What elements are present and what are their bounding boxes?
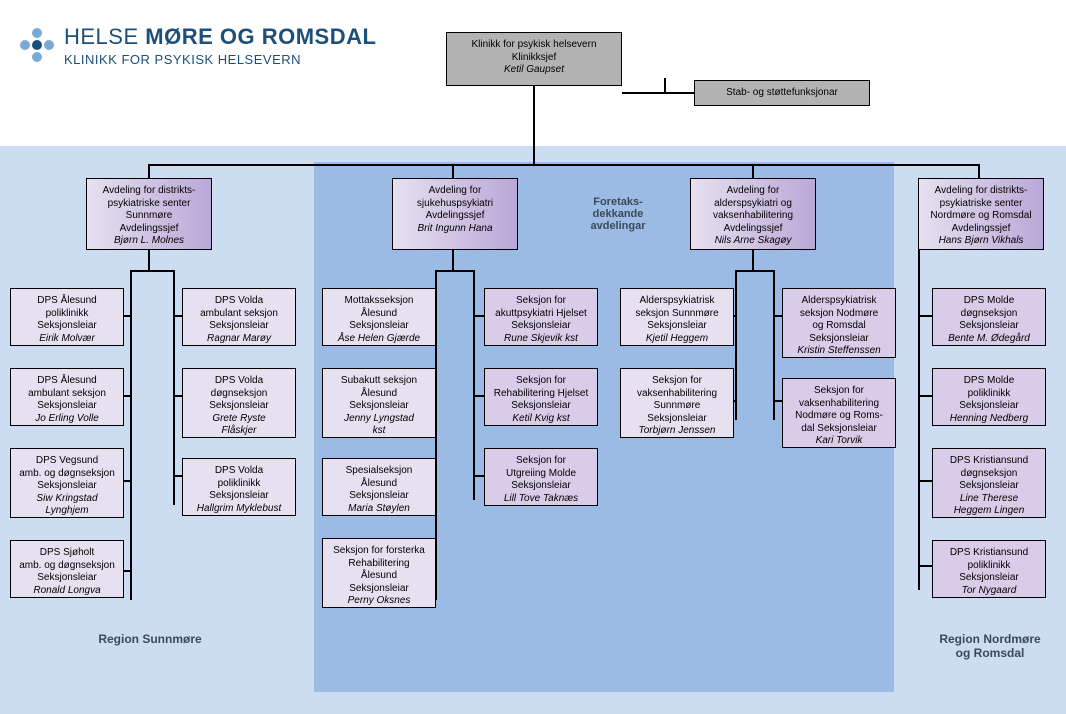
connector xyxy=(148,164,980,166)
d-sjuk-l4: Brit Ingunn Hana xyxy=(397,223,513,236)
connector xyxy=(978,164,980,178)
connector xyxy=(130,270,132,600)
connector xyxy=(918,250,920,590)
node-nord-c: DPS Kristiansund døgnseksjon Seksjonslei… xyxy=(932,448,1046,518)
d-ald-l5: Nils Arne Skagøy xyxy=(695,235,811,248)
connector xyxy=(920,315,932,317)
connector xyxy=(533,86,535,164)
node-ald-lb: Seksjon for vaksenhabilitering Sunnmøre … xyxy=(620,368,734,438)
node-sjuk-rc: Seksjon for Utgreiing Molde Seksjonsleia… xyxy=(484,448,598,506)
dept-nordmore: Avdeling for distrikts- psykiatriske sen… xyxy=(918,178,1044,250)
node-sjuk-lb: Subakutt seksjon Ålesund Seksjonsleiar J… xyxy=(322,368,436,438)
d-sunn-l3: Sunnmøre xyxy=(91,210,207,223)
node-ald-ra: Alderspsykiatrisk seksjon Nodmøre og Rom… xyxy=(782,288,896,358)
d-nord-l1: Avdeling for distrikts- xyxy=(923,185,1039,198)
logo-mark xyxy=(20,28,54,62)
connector xyxy=(173,270,175,505)
node-sunn-ld: DPS Sjøholt amb. og døgnseksjon Seksjons… xyxy=(10,540,124,598)
node-sunn-lc: DPS Vegsund amb. og døgnseksjon Seksjons… xyxy=(10,448,124,518)
d-ald-l4: Avdelingssjef xyxy=(695,223,811,236)
center-label: Foretaks- dekkande avdelingar xyxy=(558,196,678,232)
node-sjuk-ra: Seksjon for akuttpsykiatri Hjelset Seksj… xyxy=(484,288,598,346)
connector xyxy=(920,565,932,567)
d-sjuk-l1: Avdeling for xyxy=(397,185,513,198)
connector xyxy=(148,250,150,270)
node-sjuk-ld: Seksjon for forsterka Rehabilitering Åle… xyxy=(322,538,436,608)
d-sjuk-l2: sjukehuspsykiatri xyxy=(397,198,513,211)
klinikk-l3: Ketil Gaupset xyxy=(451,64,617,77)
node-ald-rb: Seksjon for vaksenhabilitering Nodmøre o… xyxy=(782,378,896,448)
brand-line1a: HELSE xyxy=(64,24,145,49)
connector xyxy=(148,164,150,178)
d-nord-l4: Avdelingssjef xyxy=(923,223,1039,236)
connector xyxy=(920,480,932,482)
brand-line2: KLINIKK FOR PSYKISK HELSEVERN xyxy=(64,52,376,67)
d-nord-l2: psykiatriske senter xyxy=(923,198,1039,211)
cl3: avdelingar xyxy=(558,220,678,232)
logo-text: HELSE MØRE OG ROMSDAL KLINIKK FOR PSYKIS… xyxy=(64,24,376,67)
connector xyxy=(452,250,454,270)
node-sunn-la: DPS Ålesund poliklinikk Seksjonsleiar Ei… xyxy=(10,288,124,346)
d-sjuk-l3: Avdelingssjef xyxy=(397,210,513,223)
dept-sunnmore: Avdeling for distrikts- psykiatriske sen… xyxy=(86,178,212,250)
connector xyxy=(473,270,475,500)
region-left-label: Region Sunnmøre xyxy=(60,632,240,646)
node-sjuk-lc: Spesialseksjon Ålesund Seksjonsleiar Mar… xyxy=(322,458,436,516)
connector xyxy=(435,270,475,272)
cl1: Foretaks- xyxy=(558,196,678,208)
node-sunn-ra: DPS Volda ambulant seksjon Seksjonsleiar… xyxy=(182,288,296,346)
d-sunn-l2: psykiatriske senter xyxy=(91,198,207,211)
region-right-label: Region Nordmøre og Romsdal xyxy=(910,632,1066,660)
node-stab: Stab- og støttefunksjonar xyxy=(694,80,870,106)
node-sunn-rc: DPS Volda poliklinikk Seksjonsleiar Hall… xyxy=(182,458,296,516)
d-ald-l2: alderspsykiatri og xyxy=(695,198,811,211)
connector xyxy=(773,270,775,420)
d-nord-l3: Nordmøre og Romsdal xyxy=(923,210,1039,223)
d-ald-l3: vaksenhabilitering xyxy=(695,210,811,223)
node-nord-a: DPS Molde døgnseksjon Seksjonsleiar Bent… xyxy=(932,288,1046,346)
d-ald-l1: Avdeling for xyxy=(695,185,811,198)
node-sunn-lb: DPS Ålesund ambulant seksjon Seksjonslei… xyxy=(10,368,124,426)
klinikk-l1: Klinikk for psykisk helsevern xyxy=(451,39,617,52)
brand-line1b: MØRE OG ROMSDAL xyxy=(145,24,376,49)
brand-logo: HELSE MØRE OG ROMSDAL KLINIKK FOR PSYKIS… xyxy=(20,24,376,67)
node-klinikk: Klinikk for psykisk helsevern Klinikksje… xyxy=(446,32,622,86)
node-nord-b: DPS Molde poliklinikk Seksjonsleiar Henn… xyxy=(932,368,1046,426)
connector xyxy=(920,395,932,397)
connector xyxy=(752,164,754,178)
node-sjuk-rb: Seksjon for Rehabilitering Hjelset Seksj… xyxy=(484,368,598,426)
connector xyxy=(452,164,454,178)
dept-sjuk: Avdeling for sjukehuspsykiatri Avdelings… xyxy=(392,178,518,250)
connector xyxy=(752,250,754,270)
klinikk-l2: Klinikksjef xyxy=(451,52,617,65)
node-ald-la: Alderspsykiatrisk seksjon Sunnmøre Seksj… xyxy=(620,288,734,346)
node-nord-d: DPS Kristiansund poliklinikk Seksjonslei… xyxy=(932,540,1046,598)
dept-alders: Avdeling for alderspsykiatri og vaksenha… xyxy=(690,178,816,250)
connector xyxy=(130,270,175,272)
node-sjuk-la: Mottaksseksjon Ålesund Seksjonsleiar Åse… xyxy=(322,288,436,346)
connector xyxy=(664,78,666,94)
d-nord-l5: Hans Bjørn Vikhals xyxy=(923,235,1039,248)
cl2: dekkande xyxy=(558,208,678,220)
d-sunn-l1: Avdeling for distrikts- xyxy=(91,185,207,198)
d-sunn-l5: Bjørn L. Molnes xyxy=(91,235,207,248)
node-sunn-rb: DPS Volda døgnseksjon Seksjonsleiar Gret… xyxy=(182,368,296,438)
connector xyxy=(735,270,737,420)
stab-l1: Stab- og støttefunksjonar xyxy=(699,87,865,100)
d-sunn-l4: Avdelingssjef xyxy=(91,223,207,236)
connector xyxy=(735,270,775,272)
connector xyxy=(622,92,694,94)
